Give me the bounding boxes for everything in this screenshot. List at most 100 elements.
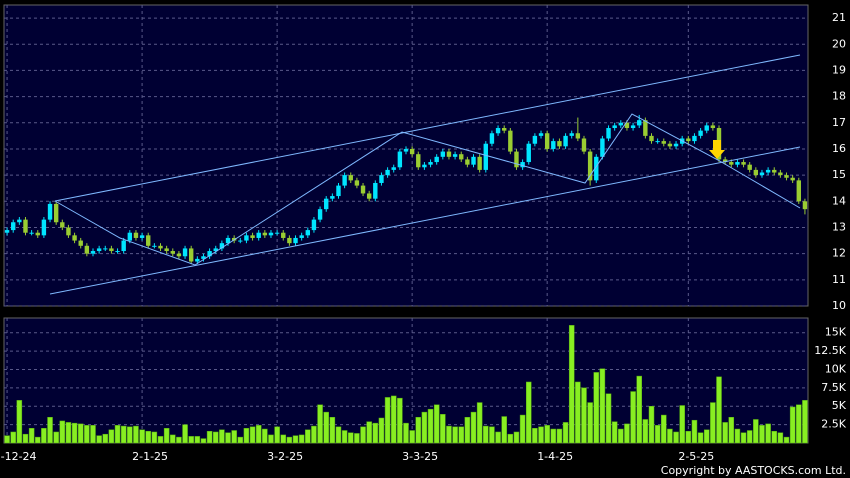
candle-body [459, 154, 464, 160]
volume-bar [317, 404, 323, 444]
candle-body [213, 248, 218, 252]
candle-body [379, 175, 384, 183]
candle-body [84, 245, 90, 254]
volume-bar [409, 430, 415, 444]
volume-bar [538, 426, 544, 444]
volume-bar [722, 422, 728, 444]
candle-body [152, 245, 157, 247]
candle-body [544, 133, 550, 149]
volume-bar [562, 422, 569, 444]
candle-body [53, 203, 59, 223]
candle-body [784, 175, 789, 178]
volume-bar [200, 438, 207, 444]
candle-body [78, 240, 83, 246]
candle-body [256, 232, 261, 238]
candle-body [103, 248, 108, 250]
volume-bar [519, 414, 526, 444]
y-tick-label: 19 [832, 63, 846, 76]
candle-body [563, 135, 568, 147]
candle-body [526, 143, 531, 163]
candle-body [238, 240, 243, 242]
candle-body [139, 235, 145, 238]
channel-lower [49, 146, 801, 295]
candle-body [366, 193, 372, 199]
volume-bar [305, 429, 311, 444]
volume-bar [102, 433, 109, 444]
candle-body [207, 251, 212, 257]
volume-bar [544, 425, 550, 444]
volume-bar [10, 431, 16, 444]
volume-bar [231, 430, 237, 444]
volume-bar [556, 428, 563, 444]
candle-body [477, 156, 482, 170]
channel-upper [54, 54, 801, 202]
marks [4, 5, 808, 444]
signal-arrow [709, 140, 725, 159]
volume-bar [65, 422, 72, 444]
volume-bar [513, 431, 520, 444]
candle-body [311, 219, 317, 231]
candle-body [127, 232, 133, 241]
candle-body [342, 175, 347, 186]
candle-body [225, 237, 231, 244]
candle-body [336, 185, 341, 197]
volume-bar [587, 402, 593, 444]
volume-bar [765, 423, 771, 444]
candle-body [704, 125, 709, 131]
price-panel [3, 4, 809, 307]
candle-body [348, 175, 353, 181]
volume-bar [237, 436, 244, 444]
volume-bar [390, 395, 397, 444]
candle-body [747, 164, 752, 170]
candle-body [637, 120, 642, 126]
candle-body [250, 235, 255, 238]
candle-body [293, 237, 298, 244]
volume-bar [667, 428, 673, 444]
volume-bar [163, 428, 170, 444]
candle-body [373, 182, 378, 199]
candle-body [176, 253, 182, 257]
y-tick-label: 14 [832, 194, 846, 207]
volume-bar [648, 405, 655, 444]
candle-body [17, 219, 22, 223]
candle-body [778, 172, 783, 176]
volume-bar [139, 429, 145, 444]
volume-bar [697, 432, 704, 444]
volume-bar [783, 436, 790, 444]
candle-body [741, 162, 746, 165]
candle-body [753, 169, 759, 176]
volume-bar [624, 423, 630, 444]
candle-body [35, 232, 40, 236]
volume-bar [636, 375, 642, 444]
candle-body [23, 219, 28, 233]
candle-body [195, 258, 200, 262]
candle-body [244, 235, 249, 241]
candle-body [661, 141, 666, 144]
candle-body [170, 251, 175, 254]
volume-bar [378, 417, 385, 444]
volume-bar [802, 400, 808, 444]
candle-body [164, 248, 169, 252]
volume-bar [740, 432, 747, 444]
y-tick-label: 18 [832, 90, 846, 103]
volume-bar [446, 425, 452, 444]
volume-bar [464, 417, 471, 444]
volume-bar [476, 402, 483, 444]
volume-bar [84, 425, 90, 444]
candle-body [594, 156, 599, 181]
volume-bar [532, 428, 538, 444]
candle-body [772, 169, 777, 173]
y-tick-label: 21 [832, 11, 846, 24]
candle-body [643, 120, 648, 136]
volume-bar [47, 417, 53, 444]
y-tick-label: 15 [832, 168, 846, 181]
candle-body [452, 154, 458, 157]
volume-bar [654, 425, 661, 444]
volume-bar [575, 381, 581, 444]
candle-body [495, 128, 501, 134]
volume-bar [630, 391, 636, 444]
volume-bar [366, 421, 372, 444]
x-tick-label: 2-5-25 [678, 450, 714, 463]
volume-bar [292, 435, 299, 444]
candle-body [698, 130, 703, 136]
